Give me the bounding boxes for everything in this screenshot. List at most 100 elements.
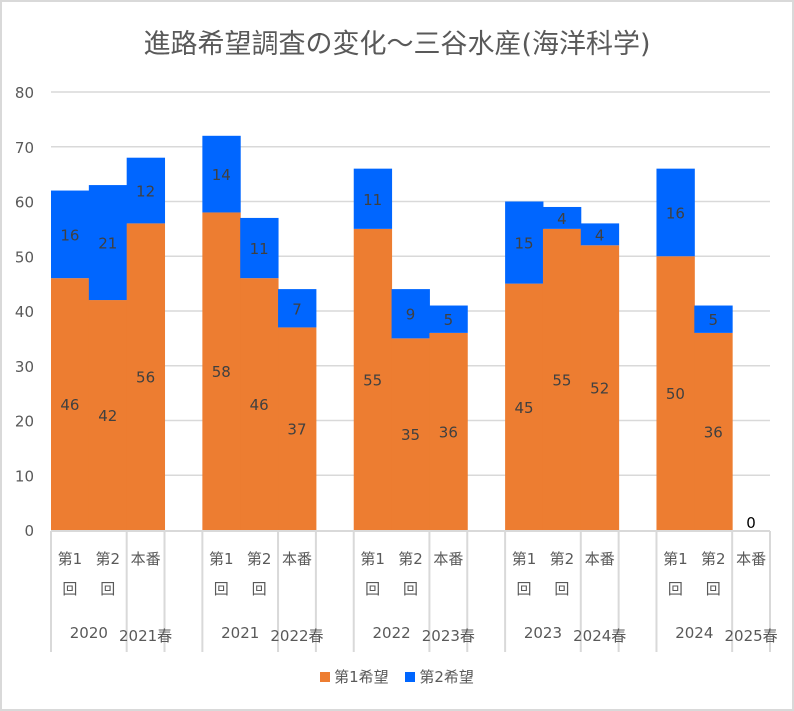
data-label: 56 [136,369,155,387]
x-sub-label: 第1 [360,550,385,568]
x-sub-label: 第1 [512,550,537,568]
bar-segment-second-choice [580,223,620,246]
legend-label-series-1: 第1希望 [334,668,389,686]
bar-segment-second-choice [126,157,166,224]
x-sub-label: 本番 [585,550,615,568]
bar-segment-second-choice [656,168,695,257]
data-label: 0 [746,514,756,532]
legend-swatch-series-2 [405,671,416,682]
x-sub-label: 第1 [58,550,83,568]
bar-segment-first-choice [542,228,582,530]
x-sub-label: 回 [100,580,115,598]
x-sub-label: 回 [252,580,267,598]
x-sub-label: 回 [706,580,721,598]
legend-item-series-2: 第2希望 [405,666,474,687]
bar-segment-first-choice [580,245,620,531]
x-sub-label: 第2 [398,550,423,568]
bar-segment-first-choice [429,332,468,530]
y-tick-label: 10 [15,467,34,485]
data-label: 36 [704,423,723,441]
legend-item-series-1: 第1希望 [320,666,389,687]
bar-segment-second-choice [505,201,544,284]
x-group-label: 2022 [372,624,410,642]
x-final-label: 2025春 [724,627,777,645]
bar-segment-second-choice [353,168,393,229]
data-label: 7 [292,300,302,318]
bar-segment-second-choice [542,206,582,229]
x-sub-label: 回 [62,580,77,598]
data-label: 16 [666,204,685,222]
bar-segment-second-choice [391,289,430,339]
data-label: 15 [514,235,533,253]
bar-segment-second-choice [51,190,90,279]
x-sub-label: 本番 [282,550,312,568]
bar-segment-first-choice [694,332,733,530]
data-label: 55 [363,371,382,389]
data-label: 52 [590,380,609,398]
y-tick-label: 0 [24,522,34,540]
x-group-label: 2024 [675,624,713,642]
x-final-label: 2021春 [119,627,172,645]
data-label: 46 [250,396,269,414]
y-tick-label: 70 [15,139,34,157]
y-tick-label: 20 [15,413,34,431]
data-label: 12 [136,183,155,201]
bar-segment-first-choice [51,278,90,530]
x-sub-label: 回 [554,580,569,598]
x-sub-label: 回 [403,580,418,598]
bar-segment-second-choice [240,217,279,279]
data-label: 37 [287,421,306,439]
bar-segment-second-choice [278,289,317,328]
y-tick-label: 50 [15,248,34,266]
x-sub-label: 回 [517,580,532,598]
data-label: 14 [212,166,231,184]
bar-segment-second-choice [88,185,128,301]
data-label: 50 [666,385,685,403]
data-label: 36 [439,423,458,441]
y-tick-label: 40 [15,303,34,321]
x-sub-label: 第2 [701,550,726,568]
data-label: 11 [363,191,382,209]
legend-label-series-2: 第2希望 [419,668,474,686]
bar-segment-first-choice [656,256,695,530]
x-sub-label: 第1 [663,550,688,568]
bar-segment-first-choice [278,327,317,530]
data-label: 21 [98,235,117,253]
data-label: 58 [212,363,231,381]
data-label: 5 [444,311,454,329]
x-sub-label: 第2 [247,550,272,568]
bar-segment-first-choice [126,223,166,530]
x-group-label: 2023 [524,624,562,642]
chart-title: 進路希望調査の変化～三谷水産(海洋科学) [143,29,651,60]
x-final-label: 2022春 [270,627,323,645]
legend-swatch-series-1 [320,671,331,682]
bar-segment-second-choice [429,305,468,333]
data-label: 45 [514,399,533,417]
bar-segment-first-choice [88,300,128,530]
bar-segment-first-choice [202,212,241,530]
x-sub-label: 本番 [131,550,161,568]
x-sub-label: 第2 [550,550,575,568]
data-label: 9 [406,306,416,324]
data-label: 4 [595,226,605,244]
bar-segment-first-choice [240,278,279,530]
bar-segment-first-choice [391,338,430,530]
bar-segment-second-choice [694,305,733,333]
x-sub-label: 第1 [209,550,234,568]
x-sub-label: 第2 [95,550,120,568]
x-final-label: 2023春 [422,627,475,645]
x-group-label: 2020 [70,624,108,642]
x-final-label: 2024春 [573,627,626,645]
y-tick-label: 60 [15,194,34,212]
data-label: 16 [60,226,79,244]
data-label: 55 [552,371,571,389]
x-sub-label: 本番 [433,550,463,568]
legend: 第1希望 第2希望 [0,666,794,687]
bar-segment-second-choice [202,135,241,213]
bar-segment-first-choice [505,283,544,530]
data-label: 35 [401,426,420,444]
x-sub-label: 本番 [736,550,766,568]
x-sub-label: 回 [214,580,229,598]
data-label: 11 [250,240,269,258]
